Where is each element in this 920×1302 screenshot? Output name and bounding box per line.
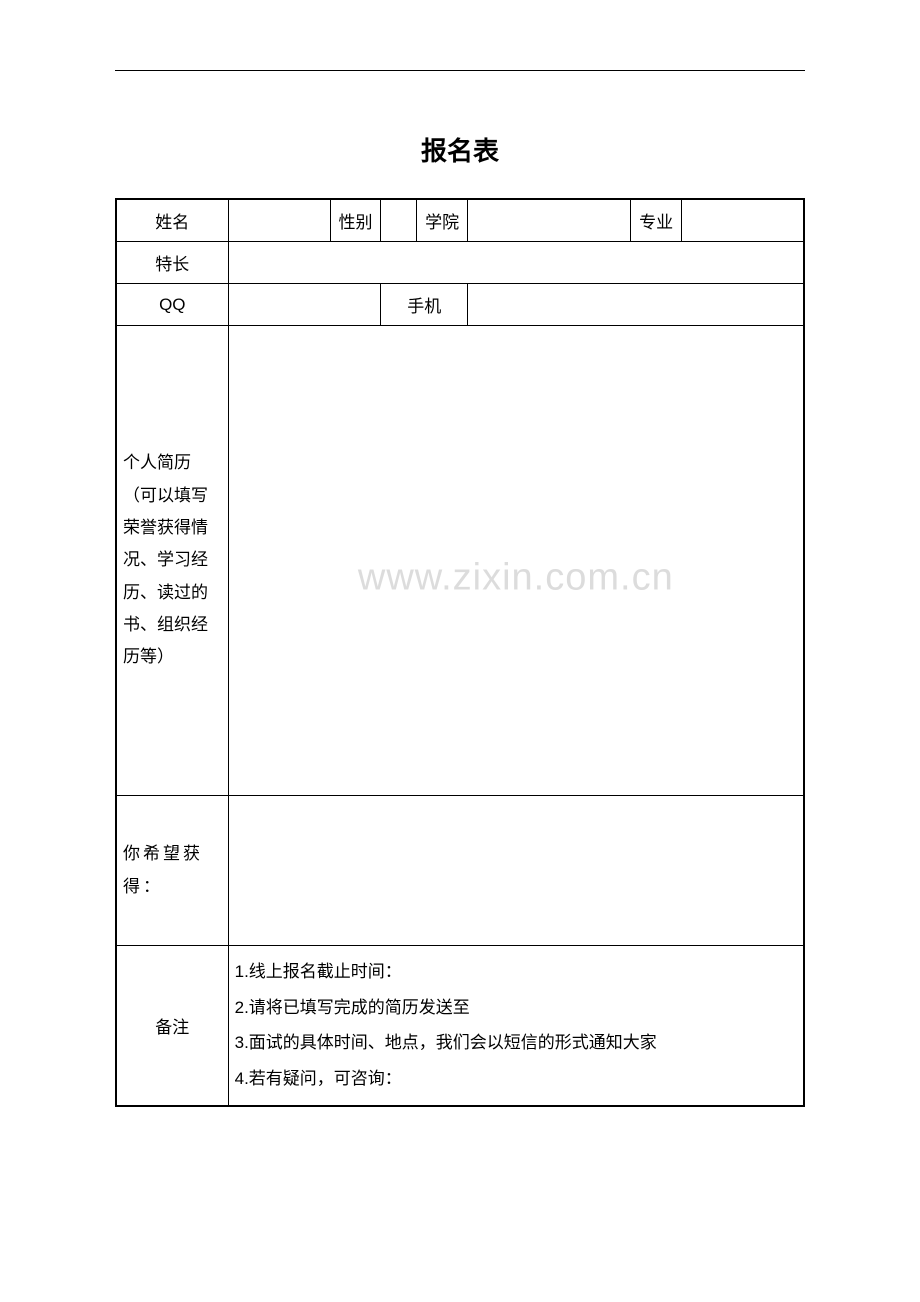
remarks-line-4: 4.若有疑问，可咨询： xyxy=(235,1061,797,1097)
major-label: 专业 xyxy=(631,199,682,242)
row-contact: QQ 手机 xyxy=(116,284,804,326)
resume-label: 个人简历 （可以填写荣誉获得情况、学习经历、读过的书、组织经历等） xyxy=(116,326,228,796)
college-value[interactable] xyxy=(468,199,631,242)
specialty-label: 特长 xyxy=(116,242,228,284)
row-remarks: 备注 1.线上报名截止时间： 2.请将已填写完成的简历发送至 3.面试的具体时间… xyxy=(116,946,804,1106)
remarks-line-2: 2.请将已填写完成的简历发送至 xyxy=(235,990,797,1026)
resume-label-desc: （可以填写荣誉获得情况、学习经历、读过的书、组织经历等） xyxy=(123,486,208,666)
gender-value[interactable] xyxy=(381,199,417,242)
major-value[interactable] xyxy=(682,199,804,242)
remarks-content: 1.线上报名截止时间： 2.请将已填写完成的简历发送至 3.面试的具体时间、地点… xyxy=(228,946,804,1106)
specialty-value[interactable] xyxy=(228,242,804,284)
page-container: 报名表 姓名 性别 学院 专业 特长 QQ 手机 个人简历 （可以填写荣誉获得情… xyxy=(0,0,920,1107)
page-title: 报名表 xyxy=(115,131,805,168)
row-resume: 个人简历 （可以填写荣誉获得情况、学习经历、读过的书、组织经历等） www.zi… xyxy=(116,326,804,796)
hope-value[interactable] xyxy=(228,796,804,946)
gender-label: 性别 xyxy=(330,199,381,242)
remarks-label: 备注 xyxy=(116,946,228,1106)
phone-label: 手机 xyxy=(381,284,468,326)
name-label: 姓名 xyxy=(116,199,228,242)
row-specialty: 特长 xyxy=(116,242,804,284)
college-label: 学院 xyxy=(417,199,468,242)
registration-form-table: 姓名 性别 学院 专业 特长 QQ 手机 个人简历 （可以填写荣誉获得情况、学习… xyxy=(115,198,805,1107)
row-hope: 你希望获得： xyxy=(116,796,804,946)
qq-value[interactable] xyxy=(228,284,381,326)
remarks-line-1: 1.线上报名截止时间： xyxy=(235,954,797,990)
phone-value[interactable] xyxy=(468,284,804,326)
qq-label: QQ xyxy=(116,284,228,326)
resume-value[interactable]: www.zixin.com.cn xyxy=(228,326,804,796)
row-basic-info: 姓名 性别 学院 专业 xyxy=(116,199,804,242)
resume-label-title: 个人简历 xyxy=(123,453,191,472)
name-value[interactable] xyxy=(228,199,330,242)
hope-label: 你希望获得： xyxy=(116,796,228,946)
remarks-line-3: 3.面试的具体时间、地点，我们会以短信的形式通知大家 xyxy=(235,1025,797,1061)
top-divider xyxy=(115,70,805,71)
watermark-text: www.zixin.com.cn xyxy=(358,556,674,599)
